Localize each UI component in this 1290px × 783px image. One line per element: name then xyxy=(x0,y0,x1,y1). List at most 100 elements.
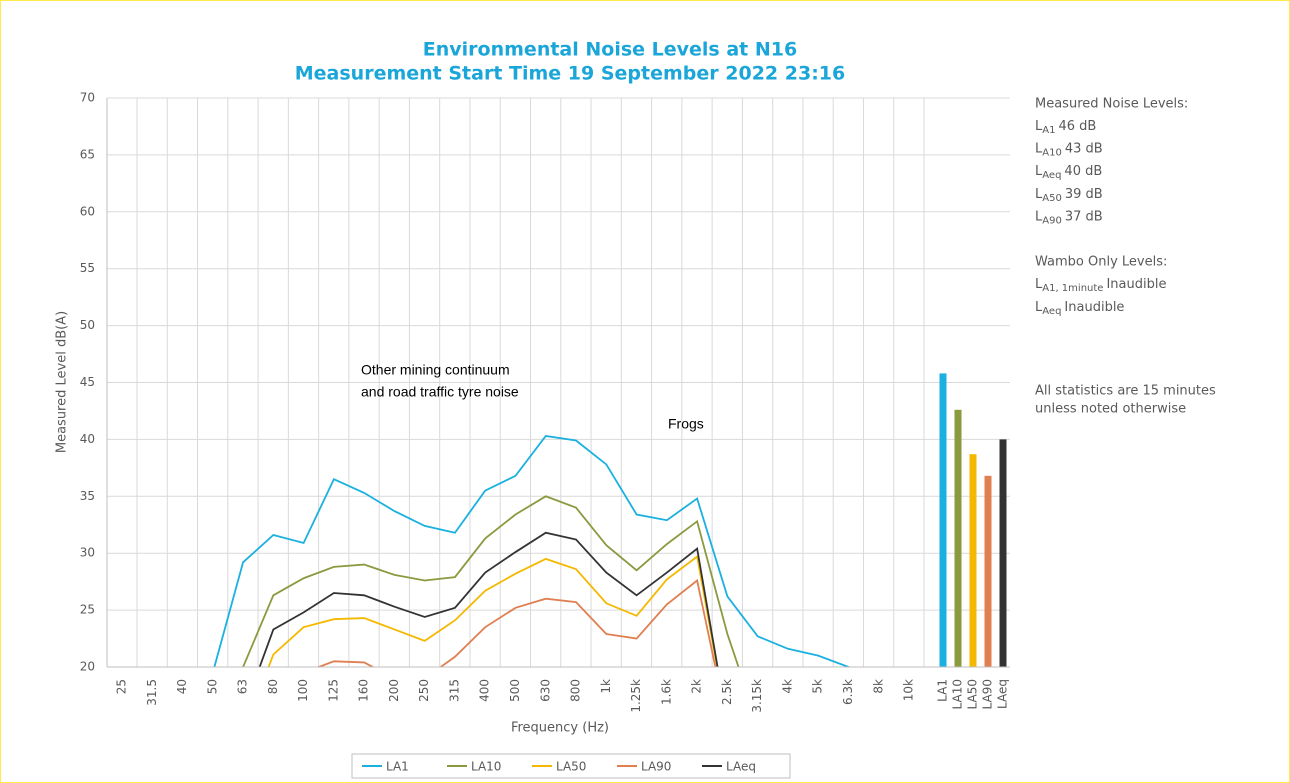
x-tick-label: 315 xyxy=(447,679,461,702)
annotation: and road traffic tyre noise xyxy=(361,384,519,400)
y-tick-label: 55 xyxy=(80,261,95,275)
level-value: Inaudible xyxy=(1064,300,1124,315)
x-tick-label: LA50 xyxy=(966,679,980,709)
level-entry: LA10 43 dB xyxy=(1035,141,1103,159)
annotation: Frogs xyxy=(668,416,704,432)
chart-title: Measurement Start Time 19 September 2022… xyxy=(295,63,845,85)
x-tick-label: 100 xyxy=(296,679,310,702)
legend-label: LA50 xyxy=(556,760,586,774)
bar xyxy=(954,409,962,667)
x-tick-label: 8k xyxy=(871,679,885,694)
level-symbol: L xyxy=(1035,277,1043,292)
x-tick-label: 800 xyxy=(569,679,583,702)
level-value: 43 dB xyxy=(1065,141,1103,156)
plot-area xyxy=(213,373,1007,667)
series-line xyxy=(316,578,717,667)
notes-heading: Measured Noise Levels: xyxy=(1035,97,1188,112)
x-tick-label: 31.5 xyxy=(145,679,159,706)
x-tick-label: 2k xyxy=(690,679,704,694)
legend-label: LAeq xyxy=(726,760,756,774)
y-tick-label: 35 xyxy=(80,489,95,503)
y-tick-label: 30 xyxy=(80,546,95,560)
series-line xyxy=(242,495,740,667)
bar xyxy=(969,454,977,667)
x-tick-label: LAeq xyxy=(996,679,1010,709)
y-tick-label: 20 xyxy=(80,660,95,674)
x-tick-label: 50 xyxy=(205,679,219,694)
level-symbol: L xyxy=(1035,209,1043,224)
level-subscript: Aeq xyxy=(1042,306,1061,317)
x-tick-label: 1.25k xyxy=(629,679,643,713)
level-subscript: A50 xyxy=(1042,193,1062,204)
y-tick-label: 50 xyxy=(80,318,95,332)
axes: 20 25 30 35 40 45 50 55 60 65 70 25 31.5 40 50 63 80 100 1… xyxy=(80,91,1010,713)
y-tick-label: 70 xyxy=(80,91,95,105)
bar xyxy=(999,439,1007,667)
x-tick-label: 3.15k xyxy=(750,679,764,713)
y-tick-label: 25 xyxy=(80,603,95,617)
series-line xyxy=(267,555,719,667)
x-tick-label: 10k xyxy=(902,679,916,701)
level-entry: LA50 39 dB xyxy=(1035,186,1103,204)
level-entry: LA1 46 dB xyxy=(1035,119,1096,137)
bar xyxy=(939,373,947,667)
x-tick-label: 250 xyxy=(417,679,431,702)
x-tick-label: 5k xyxy=(811,679,825,694)
series-line xyxy=(258,531,719,667)
level-subscript: A1 xyxy=(1042,125,1055,136)
x-tick-label: 630 xyxy=(538,679,552,702)
level-entry: LA90 37 dB xyxy=(1035,209,1103,227)
level-symbol: L xyxy=(1035,300,1043,315)
level-entry: LA1, 1minute Inaudible xyxy=(1035,277,1166,295)
x-tick-label: 160 xyxy=(357,679,371,702)
x-tick-label: LA10 xyxy=(951,679,965,709)
x-tick-label: 63 xyxy=(236,679,250,694)
bar xyxy=(984,475,992,667)
level-subscript: A1, 1minute xyxy=(1042,283,1103,294)
legend-label: LA90 xyxy=(641,760,671,774)
x-tick-label: 400 xyxy=(478,679,492,702)
y-tick-label: 60 xyxy=(80,204,95,218)
x-tick-label: LA90 xyxy=(981,679,995,709)
chart-title: Environmental Noise Levels at N16 xyxy=(423,39,797,61)
x-tick-label: LA1 xyxy=(936,679,950,702)
x-tick-label: 40 xyxy=(175,679,189,694)
level-subscript: A90 xyxy=(1042,215,1062,226)
x-axis-label: Frequency (Hz) xyxy=(511,721,609,736)
x-tick-label: 1.6k xyxy=(659,679,673,705)
notes-footer: All statistics are 15 minutes xyxy=(1035,384,1216,399)
y-tick-label: 45 xyxy=(80,375,95,389)
x-tick-label: 1k xyxy=(599,679,613,694)
legend-label: LA1 xyxy=(386,760,409,774)
legend: LA1 LA10 LA50 LA90 LAeq xyxy=(362,760,756,774)
y-tick-label: 65 xyxy=(80,147,95,161)
level-value: 40 dB xyxy=(1064,164,1102,179)
level-entry: LAeq 40 dB xyxy=(1035,164,1102,182)
level-value: 37 dB xyxy=(1065,209,1103,224)
level-entry: LAeq Inaudible xyxy=(1035,300,1124,318)
notes: Other mining continuum and road traffic t… xyxy=(361,97,1216,432)
y-tick-label: 40 xyxy=(80,432,95,446)
level-symbol: L xyxy=(1035,164,1043,179)
legend-label: LA10 xyxy=(471,760,501,774)
x-tick-label: 6.3k xyxy=(841,679,855,705)
notes-footer: unless noted otherwise xyxy=(1035,402,1186,417)
y-axis-label: Measured Level dB(A) xyxy=(55,311,70,453)
x-tick-label: 500 xyxy=(508,679,522,702)
x-tick-label: 4k xyxy=(780,679,794,694)
level-value: 39 dB xyxy=(1065,186,1103,201)
x-tick-label: 200 xyxy=(387,679,401,702)
x-tick-label: 2.5k xyxy=(720,679,734,705)
level-subscript: A10 xyxy=(1042,148,1062,159)
annotation: Other mining continuum xyxy=(361,362,510,378)
x-tick-label: 125 xyxy=(326,679,340,702)
level-symbol: L xyxy=(1035,141,1043,156)
level-subscript: Aeq xyxy=(1042,170,1061,181)
level-value: Inaudible xyxy=(1106,277,1166,292)
level-value: 46 dB xyxy=(1058,119,1096,134)
x-tick-label: 80 xyxy=(266,679,280,694)
x-tick-label: 25 xyxy=(115,679,129,694)
notes-heading: Wambo Only Levels: xyxy=(1035,255,1167,270)
